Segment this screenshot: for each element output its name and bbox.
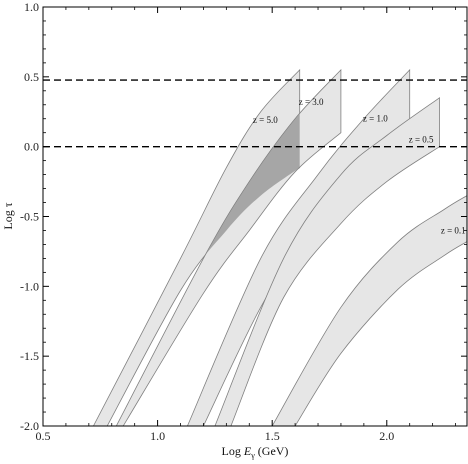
y-tick-label: 0.5 bbox=[24, 70, 39, 84]
y-axis-title: Log τ bbox=[1, 202, 15, 229]
band-label-z-5-0: z = 5.0 bbox=[253, 115, 278, 125]
x-tick-label: 1.5 bbox=[265, 429, 280, 443]
band-label-z-3-0: z = 3.0 bbox=[299, 97, 324, 107]
band-z-0-1 bbox=[271, 195, 467, 426]
band-z-0-5 bbox=[214, 97, 440, 426]
band-label-z-0-1: z = 0.1 bbox=[441, 225, 466, 235]
y-tick-label: -1.0 bbox=[20, 279, 39, 293]
x-tick-label: 2.0 bbox=[379, 429, 394, 443]
y-tick-label: 1.0 bbox=[24, 0, 39, 14]
band-labels-layer: z = 5.0 z = 3.0 z = 1.0 z = 0.5 z = 0.1 bbox=[253, 97, 466, 235]
band-z-5-0 bbox=[92, 68, 301, 426]
x-tick-label: 1.0 bbox=[150, 429, 165, 443]
reference-lines-layer bbox=[43, 79, 467, 148]
y-tick-label: 0.0 bbox=[24, 140, 39, 154]
band-label-z-1-0: z = 1.0 bbox=[363, 114, 388, 124]
bands-layer bbox=[92, 68, 467, 426]
y-tick-label: -1.5 bbox=[20, 349, 39, 363]
y-tick-label: -2.0 bbox=[20, 419, 39, 433]
ticks-layer: 0.5 1.0 1.5 2.0 -2.0 -1.5 -1.0 -0.5 0.0 0.5 1.0 bbox=[20, 0, 467, 443]
band-label-z-0-5: z = 0.5 bbox=[409, 134, 434, 144]
x-tick-label: 0.5 bbox=[36, 429, 51, 443]
y-tick-label: -0.5 bbox=[20, 210, 39, 224]
x-axis-title: Log Eγ (GeV) bbox=[222, 444, 289, 460]
